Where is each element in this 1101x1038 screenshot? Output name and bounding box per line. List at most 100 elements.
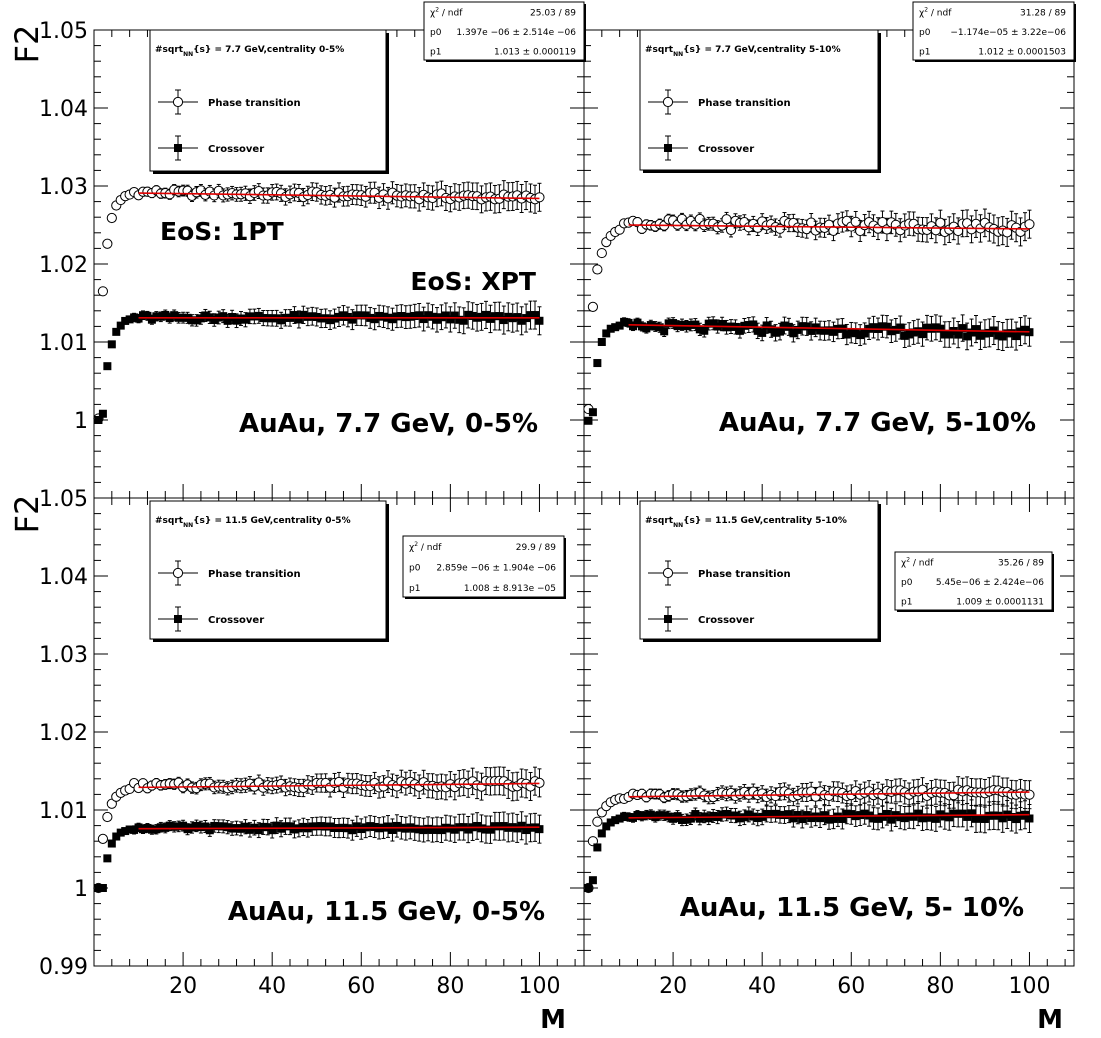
data-point — [816, 326, 825, 335]
data-point — [985, 328, 994, 337]
annotation: EoS: XPT — [410, 267, 536, 296]
data-point — [428, 825, 437, 834]
data-point — [97, 833, 109, 844]
data-point — [210, 821, 219, 830]
data-point — [1021, 325, 1029, 334]
data-point — [477, 824, 486, 833]
data-point — [967, 809, 976, 818]
data-point — [477, 312, 486, 321]
data-point — [963, 332, 972, 341]
data-point — [842, 330, 851, 339]
data-point — [793, 325, 802, 334]
data-point — [642, 811, 651, 820]
data-point — [419, 315, 428, 324]
data-point — [593, 843, 602, 852]
data-point — [664, 319, 673, 328]
data-point — [686, 320, 695, 329]
data-point — [633, 318, 642, 327]
data-point — [776, 810, 784, 819]
data-point — [771, 809, 780, 818]
data-point — [482, 310, 490, 319]
legend: #sqrtNN{s} = 11.5 GeV,centrality 5-10% Ph… — [639, 500, 881, 642]
legend-open-circle-marker — [662, 96, 674, 108]
data-point — [896, 323, 905, 332]
data-point — [419, 826, 428, 835]
data-point — [850, 216, 861, 227]
data-point — [874, 814, 882, 823]
data-point — [963, 812, 972, 821]
data-point — [940, 812, 949, 821]
data-point — [704, 814, 713, 823]
annotation: AuAu, 7.7 GeV, 0-5% — [239, 409, 538, 439]
data-point — [721, 214, 732, 225]
data-point — [134, 823, 143, 832]
data-point — [829, 327, 838, 336]
data-point — [980, 814, 989, 823]
x-tick-label: 100 — [518, 974, 560, 999]
data-point — [1012, 332, 1021, 341]
data-point — [290, 311, 299, 320]
data-point — [637, 322, 646, 331]
data-point — [678, 816, 686, 825]
legend-filled-square-marker — [174, 615, 182, 623]
data-point — [473, 821, 482, 830]
data-point — [727, 811, 735, 820]
legend: #sqrtNN{s} = 7.7 GeV,centrality 0-5% Phas… — [149, 29, 389, 174]
y-tick-label: 0.99 — [39, 955, 88, 980]
data-point — [326, 822, 335, 831]
data-point — [945, 330, 954, 339]
data-point — [851, 329, 860, 338]
data-point — [615, 321, 624, 330]
data-point — [499, 822, 508, 831]
data-point — [504, 312, 513, 321]
legend-title: #sqrtNN{s} = 7.7 GeV,centrality 0-5% — [155, 45, 344, 58]
fit-stats-box: χ2 / ndf 35.26 / 89 p0 5.45e−06 ± 2.424e−06… — [894, 551, 1054, 612]
data-point — [660, 811, 669, 820]
data-point — [615, 814, 624, 823]
data-point — [352, 311, 361, 320]
data-point — [972, 325, 980, 334]
data-point — [446, 315, 455, 324]
data-point — [125, 315, 134, 324]
data-point — [624, 318, 633, 327]
x-tick-label: 80 — [436, 974, 464, 999]
data-point — [722, 809, 731, 818]
data-point — [357, 311, 366, 320]
data-point — [286, 822, 294, 831]
data-point — [379, 312, 388, 321]
data-point — [317, 822, 326, 831]
data-point — [147, 825, 156, 834]
data-point — [744, 810, 753, 819]
data-point — [927, 813, 936, 822]
data-point — [704, 319, 713, 328]
data-point — [299, 310, 308, 319]
data-point — [1007, 812, 1016, 821]
data-point — [343, 312, 352, 321]
data-point — [584, 884, 593, 892]
data-point — [771, 328, 780, 337]
fit-chi2-value: 29.9 / 89 — [516, 543, 557, 553]
data-point — [593, 359, 602, 368]
data-point — [936, 810, 945, 819]
data-point — [424, 824, 433, 833]
data-point — [900, 331, 909, 340]
y-tick-label: 1.03 — [39, 643, 88, 668]
data-point — [954, 809, 963, 818]
data-point — [263, 823, 272, 832]
data-point — [165, 821, 174, 830]
data-point — [842, 809, 851, 818]
data-point — [584, 416, 593, 425]
panel-top-right: #sqrtNN{s} = 7.7 GeV,centrality 5-10% Pha… — [583, 1, 1076, 499]
data-point — [486, 825, 495, 834]
data-point — [241, 822, 250, 831]
data-point — [464, 825, 473, 834]
data-point — [526, 311, 535, 320]
data-point — [856, 331, 865, 340]
data-point — [102, 238, 113, 249]
data-point — [433, 315, 441, 324]
fit-stats-box: χ2 / ndf 31.28 / 89 p0 −1.174e−05 ± 3.22e−0… — [912, 1, 1076, 62]
y-tick-label: 1 — [74, 877, 88, 902]
data-point — [392, 312, 401, 321]
data-point — [370, 315, 379, 324]
data-point — [410, 311, 419, 320]
